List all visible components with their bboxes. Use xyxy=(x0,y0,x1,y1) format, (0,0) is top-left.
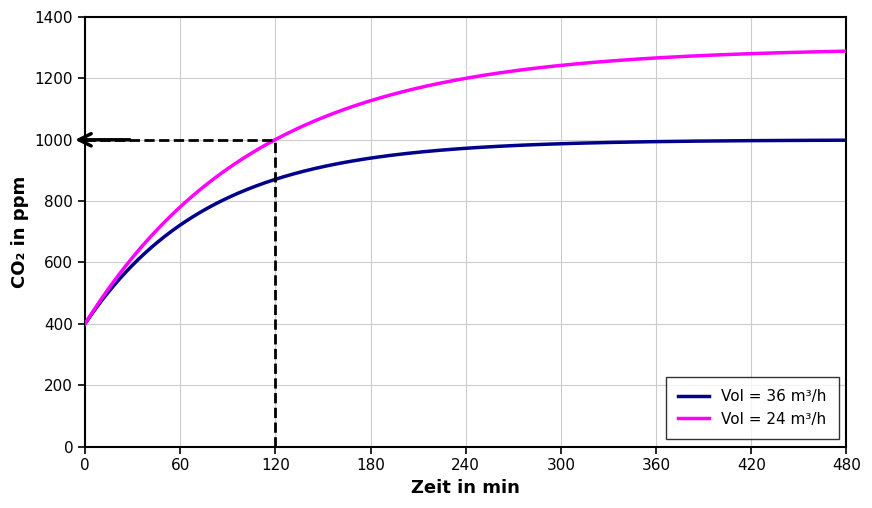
Vol = 24 m³/h xyxy=(841,48,852,54)
Vol = 24 m³/h xyxy=(430,81,440,87)
Vol = 24 m³/h xyxy=(819,49,829,55)
Vol = 24 m³/h xyxy=(119,265,129,271)
Vol = 36 m³/h xyxy=(819,137,829,143)
Vol = 24 m³/h xyxy=(79,321,90,327)
Vol = 36 m³/h xyxy=(119,271,129,277)
Vol = 36 m³/h xyxy=(79,321,90,327)
Vol = 36 m³/h xyxy=(841,137,852,143)
Y-axis label: CO₂ in ppm: CO₂ in ppm xyxy=(11,176,29,288)
Vol = 36 m³/h xyxy=(430,148,440,154)
Line: Vol = 24 m³/h: Vol = 24 m³/h xyxy=(85,51,847,324)
Vol = 24 m³/h xyxy=(679,53,690,59)
Legend: Vol = 36 m³/h, Vol = 24 m³/h: Vol = 36 m³/h, Vol = 24 m³/h xyxy=(666,377,839,439)
Vol = 24 m³/h xyxy=(819,49,829,55)
Vol = 24 m³/h xyxy=(450,77,460,83)
Line: Vol = 36 m³/h: Vol = 36 m³/h xyxy=(85,140,847,324)
X-axis label: Zeit in min: Zeit in min xyxy=(412,479,521,497)
Vol = 36 m³/h xyxy=(819,137,829,143)
Vol = 36 m³/h xyxy=(450,146,460,152)
Vol = 36 m³/h xyxy=(679,138,690,144)
